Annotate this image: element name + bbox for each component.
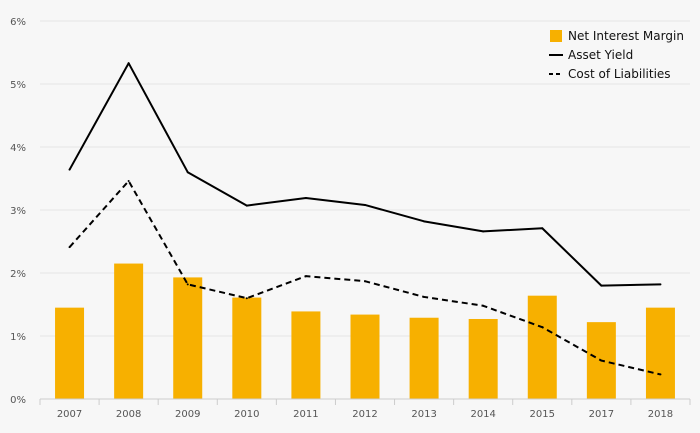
x-tick-label: 2010 — [234, 409, 259, 420]
x-tick-label: 2017 — [589, 409, 614, 420]
gridlines — [40, 20, 690, 337]
line-point — [423, 295, 426, 298]
line-point — [600, 359, 603, 362]
line-point — [68, 246, 71, 249]
line-point — [659, 283, 662, 286]
line-point — [304, 197, 307, 200]
y-tick-label: 1% — [10, 332, 26, 343]
legend-swatch-bar — [550, 30, 562, 42]
line-point — [364, 203, 366, 206]
line-point — [127, 180, 130, 183]
line-point — [186, 283, 189, 286]
bar — [55, 307, 85, 399]
y-tick-label: 5% — [10, 80, 26, 91]
x-tick-label: 2018 — [648, 409, 673, 420]
x-tick-label: 2009 — [175, 409, 200, 420]
bar-series — [55, 263, 675, 399]
x-tick-label: 2008 — [116, 409, 141, 420]
bar — [291, 311, 321, 399]
x-tick-label: 2011 — [293, 409, 318, 420]
bar — [232, 297, 262, 399]
line-point — [304, 275, 307, 278]
legend-label: Cost of Liabilities — [568, 67, 671, 81]
bar — [409, 317, 439, 399]
x-tick-label: 2014 — [470, 409, 495, 420]
bar — [527, 295, 557, 399]
line-point — [245, 297, 248, 300]
line-point — [364, 280, 366, 283]
bar — [468, 318, 498, 399]
line-point — [245, 204, 248, 207]
bar — [114, 263, 144, 399]
y-tick-label: 0% — [10, 395, 26, 406]
legend-label: Net Interest Margin — [568, 29, 684, 43]
axes: 0% 1% 2% 3% 4% 5% 6% 2007 2008 2009 2010 2011 2012 20… — [10, 17, 691, 420]
y-tick-label: 4% — [10, 143, 26, 154]
bar — [173, 277, 203, 399]
line-point — [541, 227, 544, 230]
x-tick-label: 2007 — [57, 409, 82, 420]
line-point — [482, 304, 485, 307]
x-tick-label: 2015 — [530, 409, 555, 420]
x-tick-label: 2013 — [411, 409, 436, 420]
line-point — [127, 62, 130, 65]
line-point — [659, 373, 662, 376]
legend-label: Asset Yield — [568, 48, 633, 62]
bar — [350, 314, 380, 399]
bar — [645, 307, 675, 399]
series-line-asset-yield — [68, 62, 661, 287]
line-point — [541, 326, 544, 329]
x-tick-label: 2012 — [352, 409, 377, 420]
line-point — [68, 168, 71, 171]
line-point — [423, 220, 426, 223]
line-point — [600, 284, 603, 287]
line-point — [482, 230, 485, 233]
y-tick-label: 6% — [10, 17, 26, 28]
y-tick-label: 3% — [10, 206, 26, 217]
legend: Net Interest Margin Asset Yield Cost of Li… — [549, 29, 684, 81]
y-tick-label: 2% — [10, 269, 26, 280]
line-point — [186, 171, 189, 174]
line-series — [68, 62, 662, 376]
